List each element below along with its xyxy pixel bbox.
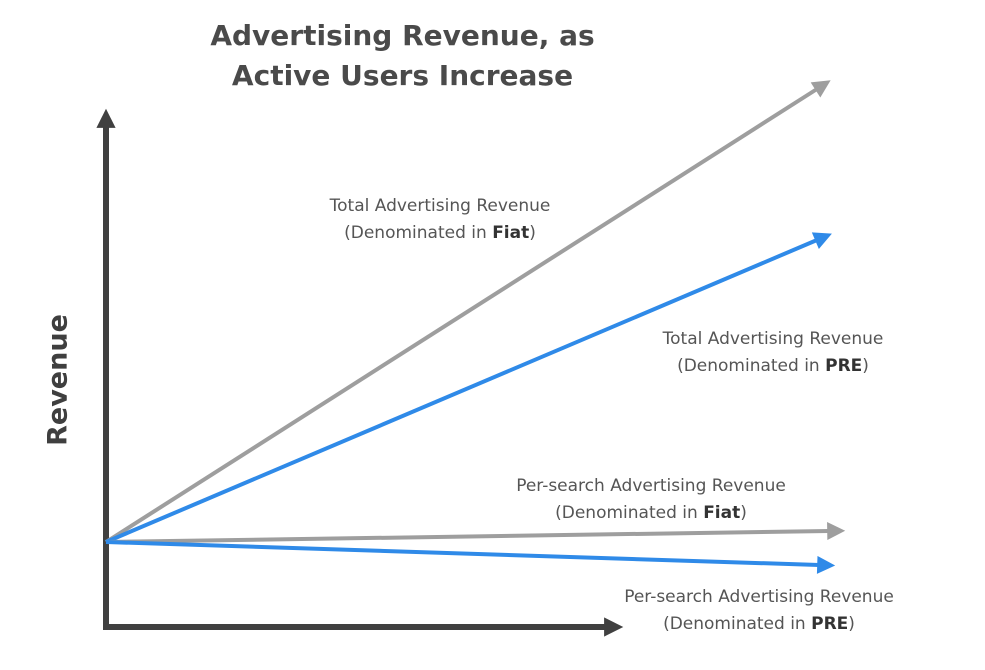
per-search-pre-label-line2: (Denominated in PRE) <box>663 614 855 634</box>
per-search-fiat-denomination: Fiat <box>703 503 741 523</box>
total-pre-label-line2: (Denominated in PRE) <box>677 356 869 376</box>
per-search-pre-label-line1: Per-search Advertising Revenue <box>624 587 894 607</box>
total-fiat-label-line2: (Denominated in Fiat) <box>344 223 536 243</box>
total-fiat-label: Total Advertising Revenue (Denominated i… <box>330 193 551 247</box>
per-search-pre-denomination: PRE <box>811 614 849 634</box>
per-search-fiat-line <box>105 522 846 544</box>
title-line-1: Advertising Revenue, as <box>210 19 595 52</box>
per-search-fiat-label-line2: (Denominated in Fiat) <box>555 503 747 523</box>
per-search-pre-label: Per-search Advertising Revenue (Denomina… <box>624 584 894 638</box>
per-search-pre-line <box>105 540 836 574</box>
total-pre-label: Total Advertising Revenue (Denominated i… <box>663 326 884 380</box>
total-pre-label-line1: Total Advertising Revenue <box>662 329 884 349</box>
total-pre-denomination: PRE <box>825 356 863 376</box>
chart-title: Advertising Revenue, as Active Users Inc… <box>150 16 655 96</box>
total-fiat-line <box>104 80 831 544</box>
per-search-fiat-label: Per-search Advertising Revenue (Denomina… <box>516 473 786 527</box>
total-fiat-label-line1: Total Advertising Revenue <box>329 196 551 216</box>
total-pre-line <box>105 232 832 544</box>
title-line-2: Active Users Increase <box>231 59 574 92</box>
total-fiat-denomination: Fiat <box>492 223 530 243</box>
per-search-fiat-label-line1: Per-search Advertising Revenue <box>516 476 786 496</box>
